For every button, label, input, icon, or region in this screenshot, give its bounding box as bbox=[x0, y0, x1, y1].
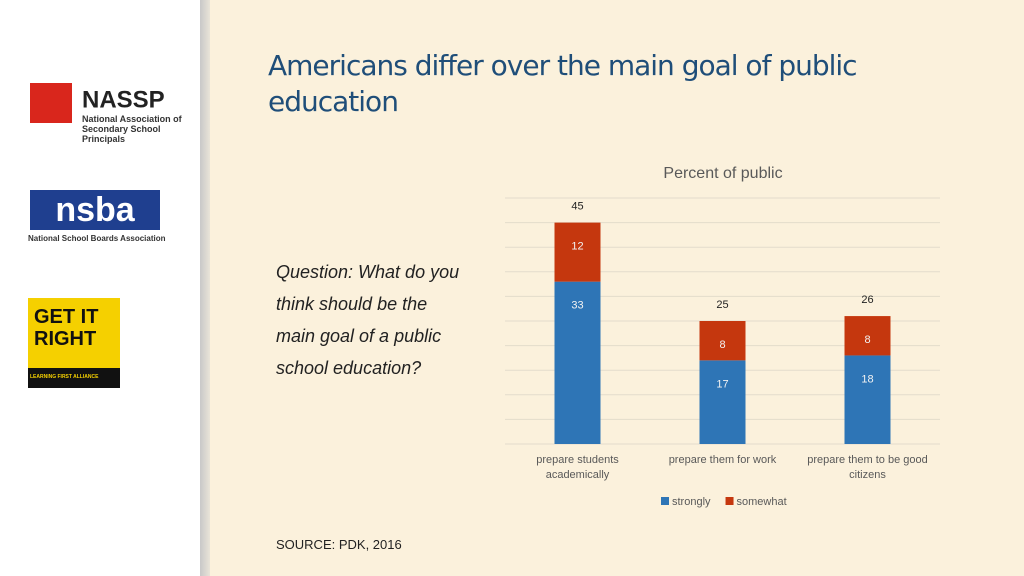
value-label: 17 bbox=[716, 378, 728, 390]
x-tick-label: prepare them to be good citizens bbox=[807, 454, 928, 481]
logo-caption: National Association of Secondary School… bbox=[82, 114, 182, 144]
bar-segment bbox=[699, 321, 746, 361]
chart-title: Percent of public bbox=[663, 165, 782, 182]
value-label: 12 bbox=[571, 241, 583, 253]
bar-segment bbox=[554, 222, 601, 282]
legend-label: strongly bbox=[672, 496, 711, 508]
value-label: 18 bbox=[861, 373, 873, 385]
logo-name: nsba bbox=[55, 191, 135, 229]
value-label: 8 bbox=[719, 339, 725, 351]
logo-name: GET IT RIGHT bbox=[34, 306, 99, 350]
x-tick-label: prepare students academically bbox=[536, 454, 619, 481]
bar-segment bbox=[844, 316, 891, 356]
value-label: 33 bbox=[571, 300, 583, 312]
bar-segment bbox=[699, 360, 746, 444]
nassp-mark bbox=[30, 83, 72, 123]
legend-swatch bbox=[725, 497, 734, 505]
value-label: 8 bbox=[864, 334, 870, 346]
total-label: 45 bbox=[571, 201, 583, 213]
bar-segment bbox=[554, 281, 601, 444]
legend-swatch bbox=[661, 497, 669, 505]
divider bbox=[200, 0, 210, 576]
nsba-mark bbox=[30, 190, 160, 230]
x-tick-label: prepare them for work bbox=[668, 454, 777, 466]
logo-caption: LEARNING FIRST ALLIANCE bbox=[30, 374, 99, 380]
question: Question: What do you think should be th… bbox=[276, 262, 460, 378]
bar-segment bbox=[844, 355, 891, 444]
source: SOURCE: PDK, 2016 bbox=[276, 537, 402, 552]
logos: NASSP nsba bbox=[28, 83, 165, 388]
legend-label: somewhat bbox=[737, 496, 787, 508]
logo-name: NASSP bbox=[82, 86, 165, 113]
total-label: 25 bbox=[716, 299, 728, 311]
logo-panel: NASSP nsba National Association of Secon… bbox=[0, 0, 200, 576]
getitright-band bbox=[28, 368, 120, 388]
logo-caption: National School Boards Association bbox=[28, 234, 166, 243]
total-label: 26 bbox=[861, 294, 873, 306]
slide-title: Americans differ over the main goal of p… bbox=[268, 49, 858, 118]
